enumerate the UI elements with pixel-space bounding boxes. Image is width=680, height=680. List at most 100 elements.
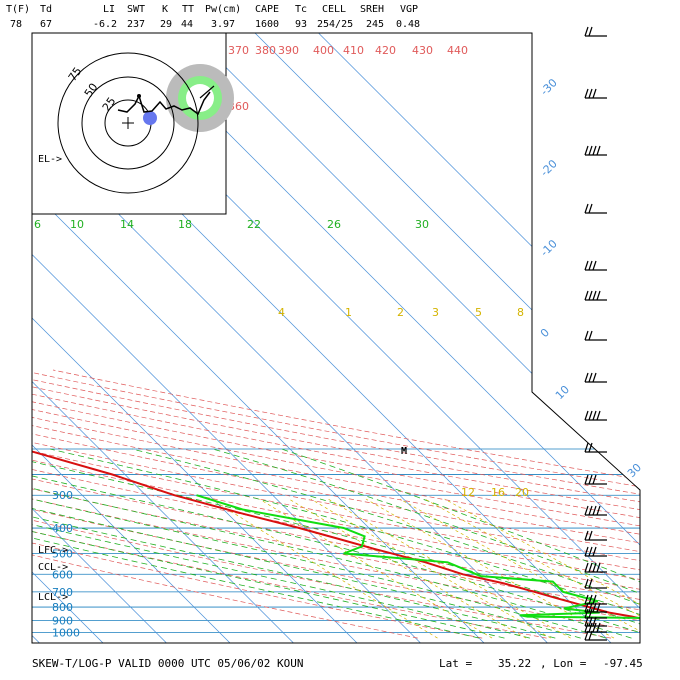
header-label-tc: Tc (295, 4, 308, 15)
mixing-ratio-label: 5 (475, 306, 482, 319)
wind-barb-flag (592, 290, 597, 301)
wind-barb (584, 562, 607, 573)
wind-barb (584, 290, 607, 301)
lfc-marker: LFC-> (38, 545, 69, 556)
wind-barb (584, 622, 607, 633)
wind-barb-flag (592, 145, 597, 156)
isotherm-line (32, 33, 231, 643)
theta-e-label: 14 (120, 218, 134, 231)
header-label-tf: T(F) (6, 4, 31, 15)
mixing-ratio-line (211, 498, 438, 639)
wind-barb-flag (588, 290, 593, 301)
header-value-li: -6.2 (93, 19, 118, 30)
dry-adiabat (32, 369, 640, 639)
wind-barb-flag (588, 442, 593, 453)
header-value-cell: 254/25 (317, 19, 354, 30)
wind-barb-flag (584, 562, 589, 573)
wind-barb-flag (592, 622, 597, 633)
moist-adiabat (32, 448, 640, 639)
wind-barb-flag (584, 622, 589, 633)
mixing-ratio-line (327, 498, 571, 639)
moist-adiabat (32, 448, 640, 639)
dry-adiabat (32, 369, 640, 639)
dry-adiabat (32, 369, 640, 639)
theta-label: 400 (313, 44, 334, 57)
lcl-marker: LCL-> (38, 592, 69, 603)
mixing-ratio-line (288, 498, 527, 639)
isotherm-line (127, 33, 640, 643)
wind-barb-flag (584, 530, 589, 541)
wind-barb-flag (596, 410, 601, 421)
mixing-ratio-label: 20 (515, 486, 529, 499)
wind-barb (584, 26, 607, 37)
mixing-ratio-label: 8 (517, 306, 524, 319)
wind-barb-flag (588, 616, 593, 627)
wind-barb-flag (596, 602, 601, 613)
dry-adiabat (32, 369, 547, 639)
theta-label: 430 (412, 44, 433, 57)
wind-barb-flag (592, 410, 597, 421)
wind-barb-flag (596, 622, 601, 633)
wind-barb-flag (584, 630, 589, 641)
wind-barb-flag (588, 622, 593, 633)
wind-barb-flag (588, 372, 593, 383)
pressure-label: 800 (52, 601, 73, 614)
footer-lat-label: Lat = (439, 657, 473, 670)
dry-adiabat (32, 369, 640, 639)
theta-e-label: 6 (34, 218, 41, 231)
wind-barb-flag (592, 594, 597, 605)
wind-barb-flag (588, 630, 593, 641)
wind-barb-flag (584, 578, 589, 589)
header-label-k: K (162, 4, 169, 15)
wind-barb-flag (588, 562, 593, 573)
pressure-label: 600 (52, 568, 73, 581)
moist-adiabat (212, 448, 640, 639)
wind-barb-flag (592, 505, 597, 516)
wind-barb (584, 88, 607, 99)
wind-barb (584, 260, 607, 271)
wind-barb-flag (584, 616, 589, 627)
wind-barb-flag (584, 505, 589, 516)
moist-adiabat (32, 491, 530, 639)
footer-lon-value: -97.45 (603, 657, 643, 670)
theta-e-label: 18 (178, 218, 192, 231)
wind-barb-flag (588, 26, 593, 37)
mixing-ratio-label: 2 (397, 306, 404, 319)
wind-barb-flag (588, 330, 593, 341)
dry-adiabat (32, 369, 640, 639)
wind-barb-flag (596, 562, 601, 573)
wind-barb-flag (584, 330, 589, 341)
header-value-sreh: 245 (366, 19, 385, 30)
isotherm-label: 0 (538, 326, 552, 340)
pressure-label: 700 (52, 586, 73, 599)
wind-barb-flag (584, 442, 589, 453)
isotherm-line (191, 33, 640, 643)
theta-label: 420 (375, 44, 396, 57)
theta-label: 370 (228, 44, 249, 57)
header-value-tc: 93 (295, 19, 308, 30)
dry-adiabat (32, 369, 640, 639)
wind-barb-flag (588, 602, 593, 613)
wind-barb-flag (592, 562, 597, 573)
wind-barb-flag (584, 594, 589, 605)
wind-barb-flag (584, 410, 589, 421)
isotherm-label: -10 (538, 237, 560, 259)
hodograph-trace (117, 91, 211, 116)
theta-e-label: 26 (327, 218, 341, 231)
dry-adiabat (32, 369, 612, 639)
wind-barb-flag (588, 530, 593, 541)
wind-barb-flag (588, 546, 593, 557)
pressure-label: 400 (52, 522, 73, 535)
wind-barb (584, 330, 607, 341)
wind-barb-flag (592, 616, 597, 627)
moist-adiabat (32, 498, 505, 639)
el-marker: EL-> (38, 154, 63, 165)
wind-barb-flag (588, 594, 593, 605)
wind-barb-flag (588, 145, 593, 156)
wind-barb-flag (584, 88, 589, 99)
header-value-tf: 78 (10, 19, 23, 30)
theta-label: 380 (255, 44, 276, 57)
wind-barb (584, 505, 607, 516)
